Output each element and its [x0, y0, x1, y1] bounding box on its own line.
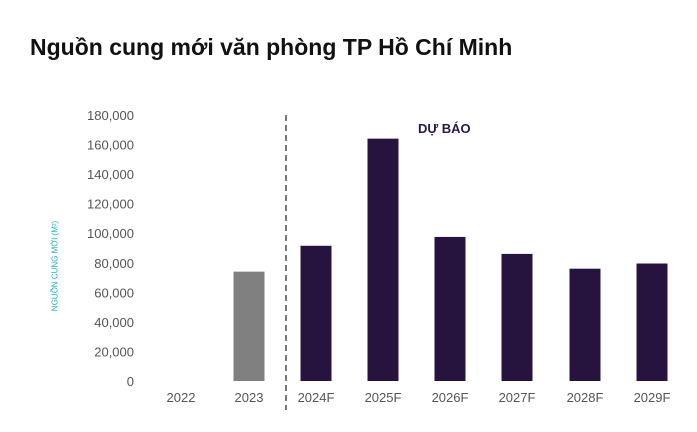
x-tick-label: 2025F — [365, 390, 402, 405]
bar — [233, 271, 265, 381]
bar — [636, 263, 668, 381]
x-tick-label: 2029F — [634, 390, 671, 405]
y-tick-label: 60,000 — [94, 285, 134, 300]
x-tick-label: 2023 — [235, 390, 264, 405]
y-tick-label: 140,000 — [87, 167, 134, 182]
y-tick-label: 80,000 — [94, 256, 134, 271]
y-tick-label: 0 — [127, 374, 134, 389]
y-tick-label: 120,000 — [87, 197, 134, 212]
bar — [569, 268, 601, 381]
forecast-annotation: DỰ BÁO — [418, 121, 471, 136]
y-tick-label: 160,000 — [87, 138, 134, 153]
x-tick-label: 2026F — [432, 390, 469, 405]
x-tick-label: 2024F — [298, 390, 335, 405]
chart-title: Nguồn cung mới văn phòng TP Hồ Chí Minh — [30, 34, 513, 60]
y-tick-label: 20,000 — [94, 344, 134, 359]
x-tick-label: 2022 — [167, 390, 196, 405]
x-tick-label: 2027F — [499, 390, 536, 405]
bar — [367, 138, 399, 381]
bar — [300, 245, 332, 381]
y-tick-label: 100,000 — [87, 226, 134, 241]
bar — [501, 253, 533, 381]
y-tick-label: 40,000 — [94, 315, 134, 330]
x-tick-label: 2028F — [567, 390, 604, 405]
bar — [434, 236, 466, 381]
y-tick-label: 180,000 — [87, 108, 134, 123]
